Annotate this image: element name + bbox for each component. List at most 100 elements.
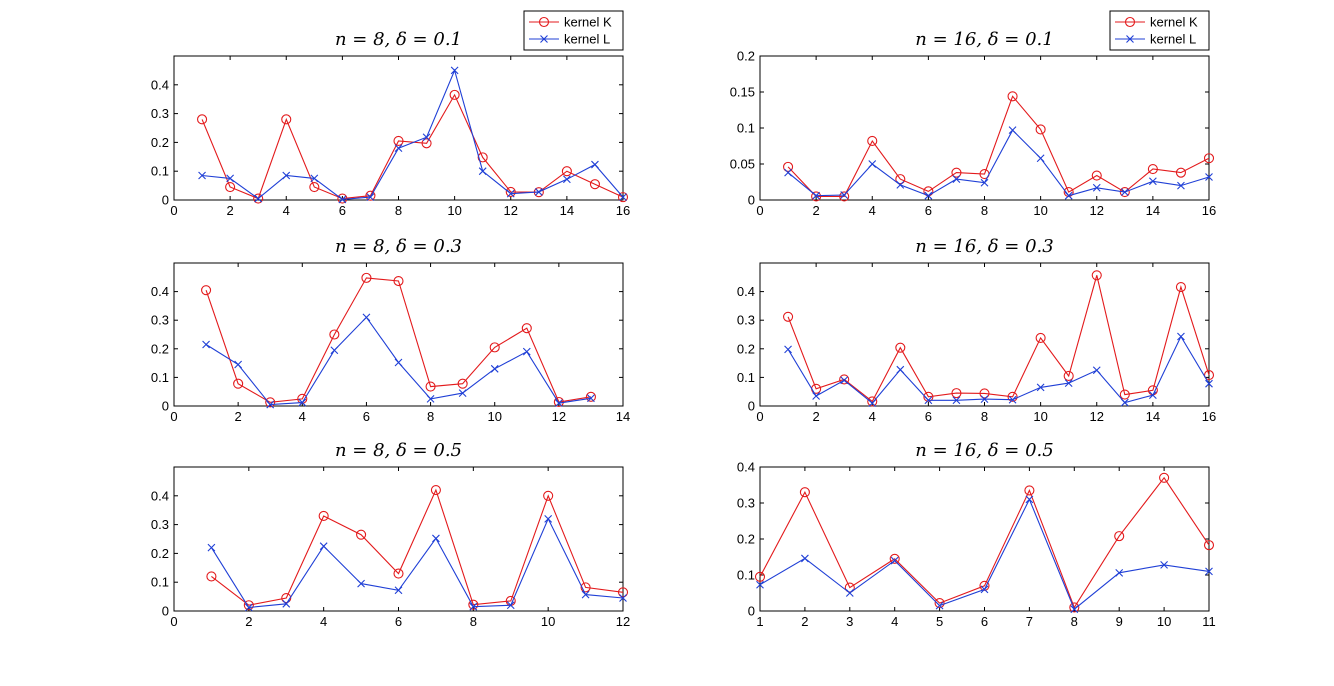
chart-panel-5: n = 8, δ = 0.5 0 2 4 6 8 10 12 0 0.1 0.2 0.3 0.4 [151, 440, 630, 629]
chart-title: n = 16, δ = 0.5 [915, 440, 1053, 461]
data-point-x [1064, 379, 1073, 388]
series-kernel-k [197, 89, 629, 204]
data-point-circle [979, 580, 990, 591]
legend: kernel K kernel L [1109, 10, 1210, 51]
data-point-x [784, 168, 792, 177]
x-tick-label: 6 [395, 614, 402, 629]
data-point-x [896, 180, 905, 189]
data-point-x [1205, 567, 1213, 576]
data-point-circle [1175, 281, 1186, 293]
chart-panel-4: n = 16, δ = 0.3 0 2 4 6 8 10 12 14 16 0 0.1 0.2 0.3 0.… [737, 236, 1216, 424]
data-point-x [1036, 154, 1045, 163]
x-tick-label: 0 [170, 614, 177, 629]
data-point-x [1092, 183, 1101, 192]
series-line [210, 517, 624, 609]
data-point-x [226, 174, 235, 183]
data-point-circle [457, 378, 468, 389]
x-tick-label: 3 [846, 614, 853, 629]
legend-label: kernel L [564, 32, 610, 47]
y-tick-label: 0.1 [737, 568, 755, 583]
y-tick-label: 0.2 [151, 341, 169, 356]
data-point-x [357, 579, 365, 588]
x-tick-label: 16 [1202, 203, 1216, 218]
chart-panel-6: n = 16, δ = 0.5 1 2 3 4 5 6 7 8 9 10 11 0 0.1 0.2 0.3 0.… [737, 440, 1216, 629]
y-tick-label: 0.1 [737, 121, 755, 136]
data-point-x [282, 171, 291, 180]
x-tick-label: 6 [925, 409, 932, 424]
data-point-x [1008, 395, 1017, 404]
y-tick-label: 0.4 [151, 488, 169, 503]
x-tick-label: 10 [487, 409, 501, 424]
data-point-x [581, 590, 590, 599]
data-point-x [362, 313, 371, 322]
x-tick-label: 5 [936, 614, 943, 629]
data-point-x [458, 389, 467, 398]
data-point-circle [356, 529, 367, 540]
data-point-circle [934, 598, 945, 609]
data-point-circle [1203, 153, 1215, 164]
y-tick-label: 0 [162, 604, 169, 619]
y-tick-label: 0 [748, 604, 755, 619]
data-point-x [868, 399, 877, 408]
data-point-x [1148, 391, 1157, 400]
data-point-circle [421, 138, 432, 149]
x-tick-label: 2 [227, 203, 234, 218]
data-point-circle [561, 166, 572, 177]
series-line [205, 277, 591, 403]
y-tick-label: 0.2 [151, 135, 169, 150]
legend-box [1109, 10, 1210, 51]
x-tick-label: 7 [1026, 614, 1033, 629]
y-tick-label: 0.3 [151, 106, 169, 121]
x-tick-label: 10 [1033, 203, 1047, 218]
data-point-x [202, 340, 210, 349]
x-tick-label: 4 [283, 203, 290, 218]
data-point-circle [844, 582, 855, 593]
y-tick-label: 0 [748, 399, 755, 414]
data-point-x [952, 175, 961, 184]
series-kernel-l [207, 514, 627, 612]
series-line [211, 488, 624, 606]
chart-title: n = 8, δ = 0.5 [335, 440, 462, 461]
data-point-circle [1024, 485, 1035, 496]
x-tick-label: 8 [1071, 614, 1078, 629]
x-tick-label: 10 [1033, 409, 1047, 424]
series-kernel-l [756, 495, 1213, 614]
data-point-x [952, 396, 961, 405]
data-point-x [587, 394, 595, 403]
series-line [759, 498, 1210, 611]
x-tick-label: 12 [504, 203, 518, 218]
data-point-circle [895, 174, 906, 185]
data-point-x [801, 554, 809, 563]
data-point-circle [318, 510, 329, 522]
data-point-x [935, 601, 944, 610]
data-point-x [1148, 177, 1157, 186]
series-kernel-l [784, 126, 1213, 200]
data-point-x [198, 171, 206, 180]
x-tick-label: 8 [981, 409, 988, 424]
data-point-x [266, 400, 275, 409]
x-tick-label: 14 [1146, 409, 1160, 424]
data-point-circle [1035, 124, 1046, 135]
x-tick-label: 14 [1146, 203, 1160, 218]
data-point-circle [839, 374, 850, 385]
data-point-x [469, 602, 478, 611]
data-point-x [1025, 495, 1034, 504]
y-tick-label: 0.1 [151, 370, 169, 385]
data-point-x [562, 175, 571, 184]
series-line [787, 275, 1210, 403]
y-tick-label: 0.15 [730, 85, 755, 100]
data-point-x [506, 189, 515, 198]
data-point-circle [1119, 187, 1130, 198]
y-tick-label: 0.05 [730, 157, 755, 172]
data-point-x [450, 66, 459, 75]
data-point-circle [839, 191, 850, 202]
x-tick-label: 4 [320, 614, 327, 629]
y-tick-label: 0 [748, 193, 755, 208]
y-tick-label: 0.3 [737, 313, 755, 328]
data-point-x [890, 556, 899, 565]
series-line [787, 95, 1210, 197]
data-point-x [338, 195, 347, 204]
data-point-circle [580, 582, 591, 593]
data-point-circle [253, 193, 264, 204]
y-tick-label: 0.1 [151, 575, 169, 590]
